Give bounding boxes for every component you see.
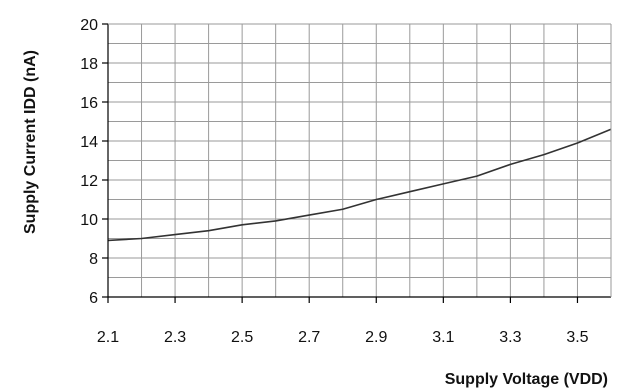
y-tick-label: 16 [80,95,98,112]
x-axis-title: Supply Voltage (VDD) [445,371,608,388]
x-tick-label: 2.3 [164,329,186,346]
y-tick-label: 6 [89,290,98,307]
axes [102,23,612,303]
tick-labels: 6 8 10 12 14 16 18 20 2.1 2.3 2.5 2.7 2.9 3.1 3.3 3.5 [80,17,588,346]
y-tick-label: 14 [80,134,98,151]
y-tick-label: 10 [80,212,98,229]
y-tick-label: 18 [80,56,98,73]
x-tick-label: 3.5 [566,329,588,346]
y-tick-label: 12 [80,173,98,190]
series-line [107,128,612,242]
y-tick-label: 20 [80,17,98,34]
x-tick-label: 2.9 [365,329,387,346]
y-axis-title: Supply Current IDD (nA) [22,50,39,234]
x-tick-label: 2.1 [97,329,119,346]
grid-lines [108,24,611,297]
x-tick-label: 2.7 [298,329,320,346]
x-tick-label: 3.1 [432,329,454,346]
x-tick-label: 2.5 [231,329,253,346]
series-layer [107,128,612,242]
x-tick-label: 3.3 [499,329,521,346]
y-tick-label: 8 [89,251,98,268]
